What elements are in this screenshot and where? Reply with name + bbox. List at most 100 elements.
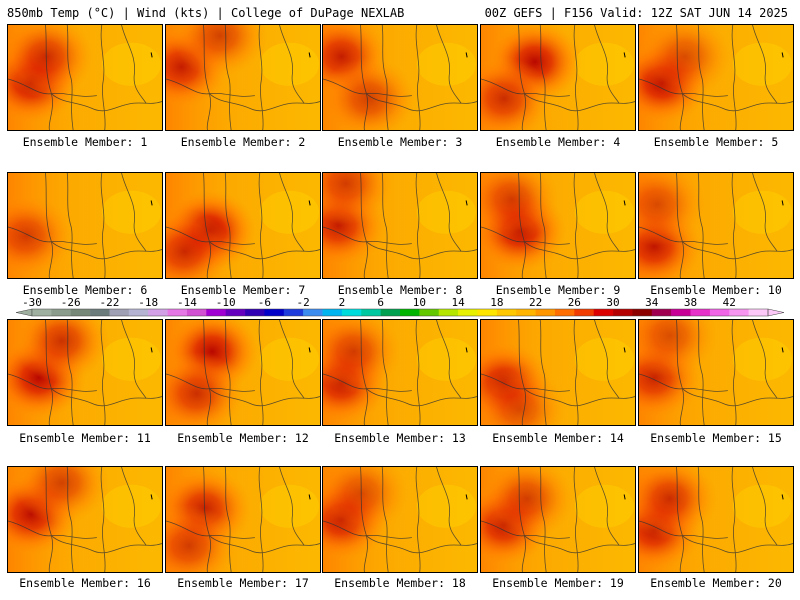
colorbar-swatch xyxy=(516,309,536,316)
colorbar-tick-label: 38 xyxy=(684,296,697,309)
ensemble-member-label: Ensemble Member: 19 xyxy=(492,576,624,590)
colorbar-tick-label: 6 xyxy=(377,296,384,309)
colorbar-tick-label: 18 xyxy=(490,296,503,309)
colorbar-tick-label: -30 xyxy=(22,296,42,309)
ensemble-member-map xyxy=(638,466,794,573)
colorbar-swatch xyxy=(419,309,440,316)
ensemble-member-map xyxy=(165,319,321,426)
ensemble-member-label: Ensemble Member: 8 xyxy=(337,283,463,297)
colorbar-tick-label: -14 xyxy=(177,296,197,309)
colorbar-swatch xyxy=(303,309,323,316)
ensemble-member-map xyxy=(322,319,478,426)
ensemble-member-map xyxy=(7,24,163,131)
colorbar-swatch xyxy=(613,309,633,316)
ensemble-member-map xyxy=(480,172,636,279)
ensemble-member-label: Ensemble Member: 5 xyxy=(653,135,779,149)
colorbar-swatch xyxy=(32,309,52,316)
colorbar-swatch xyxy=(535,309,556,316)
colorbar-tick-label: 10 xyxy=(413,296,426,309)
colorbar-swatch xyxy=(709,309,730,316)
ensemble-member-label: Ensemble Member: 3 xyxy=(337,135,463,149)
colorbar-swatch xyxy=(341,309,362,316)
colorbar-swatch xyxy=(283,309,304,316)
colorbar-swatch xyxy=(186,309,207,316)
ensemble-member-map xyxy=(638,319,794,426)
ensemble-member-map xyxy=(165,172,321,279)
colorbar-swatch xyxy=(671,309,691,316)
ensemble-member-map xyxy=(322,172,478,279)
colorbar-swatch xyxy=(438,309,459,316)
ensemble-member-map xyxy=(165,466,321,573)
ensemble-member-label: Ensemble Member: 16 xyxy=(19,576,151,590)
colorbar-swatch xyxy=(651,309,672,316)
ensemble-member-label: Ensemble Member: 9 xyxy=(495,283,621,297)
colorbar-swatch xyxy=(458,309,478,316)
ensemble-member-label: Ensemble Member: 18 xyxy=(334,576,466,590)
colorbar-swatch xyxy=(361,309,381,316)
colorbar-swatch xyxy=(554,309,575,316)
colorbar-swatch xyxy=(206,309,226,316)
ensemble-member-map xyxy=(480,466,636,573)
ensemble-member-label: Ensemble Member: 2 xyxy=(180,135,306,149)
colorbar-tick-label: -2 xyxy=(297,296,310,309)
colorbar-swatch xyxy=(690,309,711,316)
ensemble-member-map xyxy=(480,24,636,131)
colorbar-swatch xyxy=(128,309,149,316)
colorbar-swatch xyxy=(90,309,110,316)
ensemble-member-map xyxy=(322,24,478,131)
ensemble-member-label: Ensemble Member: 17 xyxy=(177,576,309,590)
ensemble-member-map xyxy=(7,466,163,573)
colorbar-swatch xyxy=(477,309,498,316)
colorbar-tick-label: -10 xyxy=(216,296,236,309)
ensemble-member-map xyxy=(322,466,478,573)
ensemble-member-map xyxy=(638,24,794,131)
ensemble-member-label: Ensemble Member: 12 xyxy=(177,431,309,445)
temperature-colorbar: -30 -26 -22 -18 -14 -10 -6 -2 2 6 10 14 18 22 26 30 34 38… xyxy=(15,296,785,317)
colorbar-tick-label: 2 xyxy=(339,296,346,309)
ensemble-member-label: Ensemble Member: 4 xyxy=(495,135,621,149)
colorbar-swatch xyxy=(264,309,285,316)
colorbar-swatch xyxy=(70,309,91,316)
colorbar-tick-label: 30 xyxy=(606,296,619,309)
colorbar-tick-label: -22 xyxy=(100,296,120,309)
colorbar-swatch xyxy=(322,309,343,316)
ensemble-member-label: Ensemble Member: 1 xyxy=(22,135,148,149)
colorbar-swatch xyxy=(148,309,168,316)
ensemble-member-map xyxy=(638,172,794,279)
ensemble-member-label: Ensemble Member: 13 xyxy=(334,431,466,445)
ensemble-member-label: Ensemble Member: 14 xyxy=(492,431,624,445)
header-title: 850mb Temp (°C) | Wind (kts) | College o… xyxy=(7,6,405,20)
colorbar-swatch xyxy=(225,309,246,316)
colorbar-tick-label: 14 xyxy=(451,296,465,309)
colorbar-arrow-left xyxy=(15,308,33,317)
colorbar-swatch xyxy=(729,309,749,316)
colorbar-tick-label: 26 xyxy=(568,296,581,309)
colorbar-swatch xyxy=(380,309,401,316)
ensemble-member-label: Ensemble Member: 7 xyxy=(180,283,306,297)
colorbar-tick-label: 42 xyxy=(723,296,736,309)
colorbar-tick-label: -18 xyxy=(138,296,158,309)
colorbar-swatch xyxy=(167,309,188,316)
colorbar-swatch xyxy=(109,309,130,316)
ensemble-member-map xyxy=(480,319,636,426)
colorbar-swatch xyxy=(748,309,769,316)
colorbar-tick-label: -26 xyxy=(61,296,81,309)
ensemble-member-label: Ensemble Member: 11 xyxy=(19,431,151,445)
colorbar-tick-label: -6 xyxy=(258,296,271,309)
colorbar-swatch xyxy=(51,309,72,316)
colorbar-swatch xyxy=(400,309,420,316)
ensemble-member-label: Ensemble Member: 10 xyxy=(650,283,782,297)
colorbar-tick-label: 22 xyxy=(529,296,542,309)
header-valid-time: 00Z GEFS | F156 Valid: 12Z SAT JUN 14 20… xyxy=(484,6,788,20)
ensemble-member-label: Ensemble Member: 15 xyxy=(650,431,782,445)
ensemble-member-map xyxy=(7,172,163,279)
colorbar-swatch xyxy=(632,309,653,316)
colorbar-swatch xyxy=(496,309,517,316)
colorbar-swatch xyxy=(245,309,265,316)
colorbar-swatch xyxy=(593,309,614,316)
colorbar-tick-label: 34 xyxy=(645,296,659,309)
ensemble-member-label: Ensemble Member: 20 xyxy=(650,576,782,590)
ensemble-member-label: Ensemble Member: 6 xyxy=(22,283,148,297)
colorbar-swatch xyxy=(574,309,594,316)
ensemble-member-map xyxy=(7,319,163,426)
